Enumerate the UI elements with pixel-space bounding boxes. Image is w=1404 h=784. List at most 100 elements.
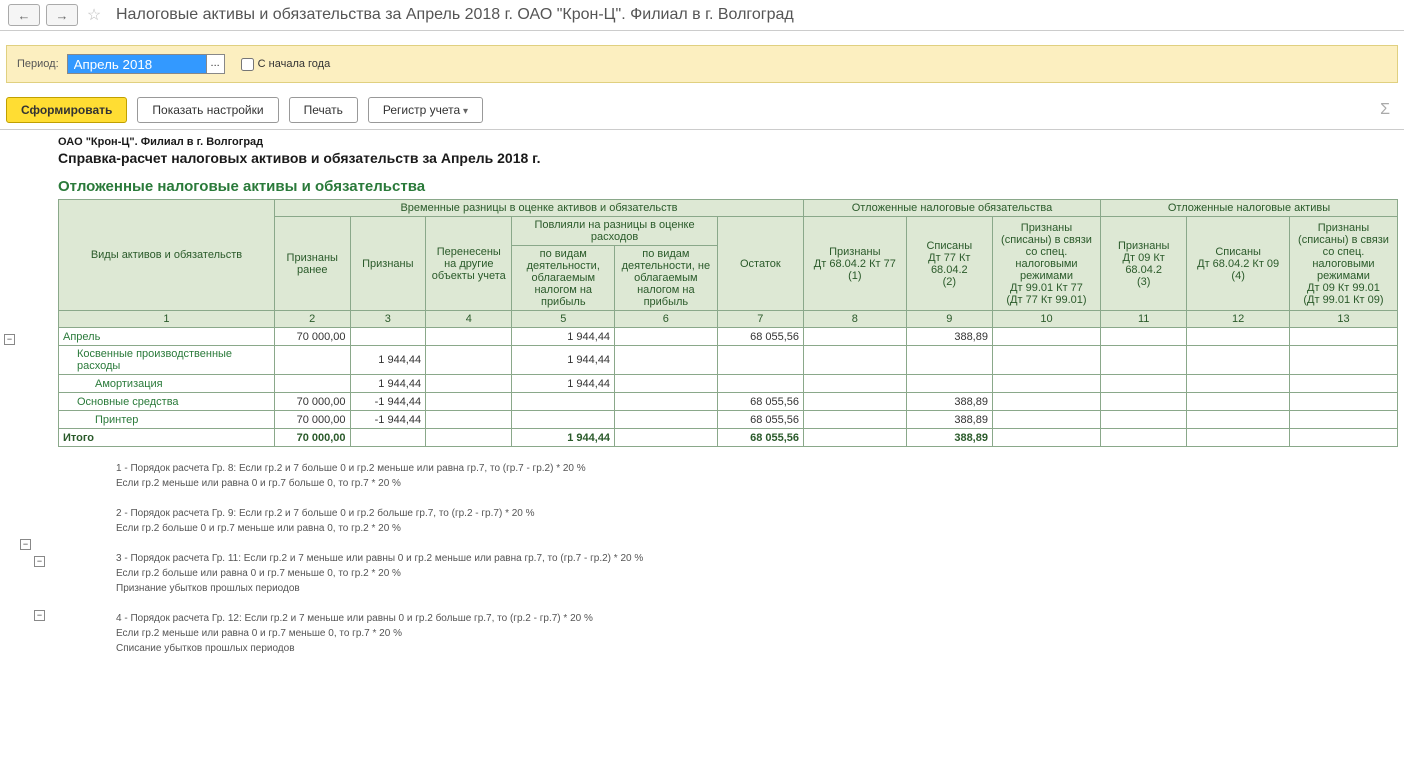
toolbar: Сформировать Показать настройки Печать Р… <box>0 91 1404 129</box>
col-header: Признаны Дт 68.04.2 Кт 77 (1) <box>804 217 907 311</box>
col-number: 1 <box>59 311 275 328</box>
table-cell <box>1100 328 1186 346</box>
table-cell <box>1187 429 1290 447</box>
table-cell: 70 000,00 <box>274 429 350 447</box>
table-cell <box>1289 346 1397 375</box>
table-cell: 1 944,44 <box>512 375 615 393</box>
col-group-header: Отложенные налоговые обязательства <box>804 200 1101 217</box>
table-cell <box>804 328 907 346</box>
footnotes: 1 - Порядок расчета Гр. 8: Если гр.2 и 7… <box>116 461 1404 656</box>
report-title: Справка-расчет налоговых активов и обяза… <box>58 150 1404 166</box>
row-label: Итого <box>59 429 275 447</box>
table-row: Косвенные производственные расходы1 944,… <box>59 346 1398 375</box>
period-bar: Период: ... С начала года <box>6 45 1398 83</box>
col-header: Виды активов и обязательств <box>59 200 275 311</box>
sigma-icon[interactable]: Σ <box>1380 101 1398 119</box>
col-header: Признаны Дт 09 Кт 68.04.2 (3) <box>1100 217 1186 311</box>
show-settings-button[interactable]: Показать настройки <box>137 97 278 123</box>
col-header: Признаны ранее <box>274 217 350 311</box>
print-button[interactable]: Печать <box>289 97 358 123</box>
period-input[interactable] <box>67 54 207 74</box>
table-cell <box>1100 346 1186 375</box>
section-title: Отложенные налоговые активы и обязательс… <box>58 178 1404 195</box>
form-button[interactable]: Сформировать <box>6 97 127 123</box>
col-header: по видам деятельности, облагаемым налого… <box>512 246 615 311</box>
tree-collapse-icon[interactable]: − <box>4 334 15 345</box>
table-cell <box>615 328 718 346</box>
table-cell <box>615 393 718 411</box>
table-cell <box>274 375 350 393</box>
from-year-start-label: С начала года <box>258 58 331 70</box>
table-cell <box>1289 375 1397 393</box>
table-cell <box>992 393 1100 411</box>
table-cell: 1 944,44 <box>512 328 615 346</box>
table-cell <box>992 328 1100 346</box>
tree-collapse-icon[interactable]: − <box>20 539 31 550</box>
table-cell <box>1100 375 1186 393</box>
col-header: Списаны Дт 68.04.2 Кт 09 (4) <box>1187 217 1290 311</box>
table-cell: 1 944,44 <box>350 346 426 375</box>
col-number: 13 <box>1289 311 1397 328</box>
table-cell: -1 944,44 <box>350 411 426 429</box>
table-cell: 68 055,56 <box>717 411 803 429</box>
table-cell: -1 944,44 <box>350 393 426 411</box>
table-row: Основные средства70 000,00-1 944,4468 05… <box>59 393 1398 411</box>
table-cell <box>992 375 1100 393</box>
col-number: 11 <box>1100 311 1186 328</box>
row-label: Амортизация <box>59 375 275 393</box>
table-cell <box>804 393 907 411</box>
table-cell <box>804 346 907 375</box>
col-header: Признаны (списаны) в связи со спец. нало… <box>992 217 1100 311</box>
table-cell <box>804 411 907 429</box>
table-cell <box>1289 393 1397 411</box>
tree-collapse-icon[interactable]: − <box>34 610 45 621</box>
row-label: Принтер <box>59 411 275 429</box>
from-year-start-checkbox-wrap[interactable]: С начала года <box>241 58 331 71</box>
table-cell <box>1187 411 1290 429</box>
table-row: Амортизация1 944,441 944,44 <box>59 375 1398 393</box>
period-picker-button[interactable]: ... <box>207 54 225 74</box>
col-number: 3 <box>350 311 426 328</box>
table-cell <box>512 411 615 429</box>
table-cell <box>615 375 718 393</box>
col-number: 5 <box>512 311 615 328</box>
table-cell <box>426 429 512 447</box>
table-cell: 388,89 <box>906 411 992 429</box>
report-area: − − − − ОАО "Крон-Ц". Филиал в г. Волгог… <box>0 129 1404 656</box>
table-cell: 70 000,00 <box>274 393 350 411</box>
table-cell <box>615 411 718 429</box>
col-header: Повлияли на разницы в оценке расходов <box>512 217 717 246</box>
table-cell <box>992 346 1100 375</box>
table-cell <box>1100 429 1186 447</box>
company-name: ОАО "Крон-Ц". Филиал в г. Волгоград <box>58 136 1404 148</box>
table-row: Принтер70 000,00-1 944,44 68 055,56 388,89 <box>59 411 1398 429</box>
table-cell: 68 055,56 <box>717 328 803 346</box>
table-cell <box>615 346 718 375</box>
table-cell <box>804 429 907 447</box>
row-label: Апрель <box>59 328 275 346</box>
table-cell: 70 000,00 <box>274 411 350 429</box>
table-cell: 68 055,56 <box>717 429 803 447</box>
back-button[interactable]: ← <box>8 4 40 26</box>
table-cell <box>615 429 718 447</box>
col-number: 10 <box>992 311 1100 328</box>
forward-button[interactable]: → <box>46 4 78 26</box>
col-number: 2 <box>274 311 350 328</box>
table-cell <box>1289 429 1397 447</box>
table-cell <box>1187 375 1290 393</box>
table-cell <box>1100 393 1186 411</box>
col-header: Перенесены на другие объекты учета <box>426 217 512 311</box>
col-header: по видам деятельности, не облагаемым нал… <box>615 246 718 311</box>
col-number: 8 <box>804 311 907 328</box>
table-cell <box>804 375 907 393</box>
table-cell <box>426 411 512 429</box>
table-cell: 1 944,44 <box>512 429 615 447</box>
table-cell <box>717 375 803 393</box>
table-cell <box>426 375 512 393</box>
table-cell: 70 000,00 <box>274 328 350 346</box>
tree-collapse-icon[interactable]: − <box>34 556 45 567</box>
favorite-star-icon[interactable]: ☆ <box>84 5 104 25</box>
from-year-start-checkbox[interactable] <box>241 58 254 71</box>
table-cell: 68 055,56 <box>717 393 803 411</box>
register-dropdown[interactable]: Регистр учета <box>368 97 483 123</box>
